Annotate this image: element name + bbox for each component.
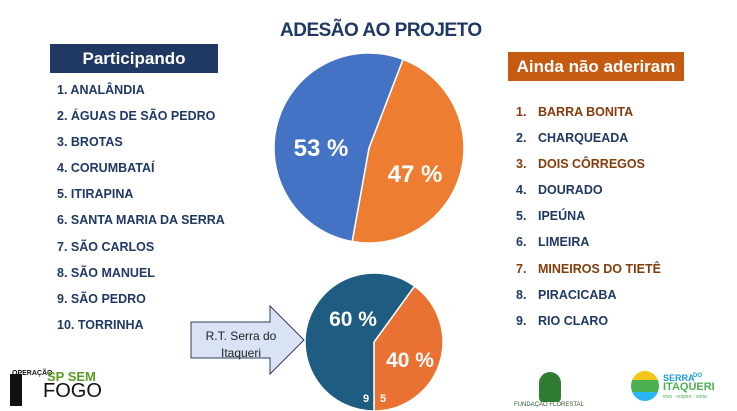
slice-label: 60 % — [329, 308, 377, 331]
item-number: 8. — [516, 287, 527, 302]
pie-slice — [373, 285, 444, 411]
participating-item: 2. ÁGUAS DE SÃO PEDRO — [57, 109, 216, 124]
not-joined-item: 3. DOIS CÔRREGOS — [516, 157, 661, 183]
logo-text-operacao: OPERAÇÃO — [12, 370, 53, 377]
item-number: 5. — [516, 209, 527, 224]
logo-tree-icon — [10, 374, 22, 406]
not-joined-item: 5. IPEÚNA — [516, 209, 661, 235]
item-name: CHARQUEADA — [538, 131, 629, 146]
participating-item: 9. SÃO PEDRO — [57, 291, 146, 306]
item-number: 4. — [516, 183, 527, 198]
slice-count: 9 — [363, 393, 369, 405]
item-number: 3. — [516, 157, 527, 172]
item-name: RIO CLARO — [538, 313, 609, 328]
not-joined-item: 9. RIO CLARO — [516, 314, 661, 340]
pie-slice — [351, 58, 465, 244]
fundacao-florestal-logo: FUNDAÇÃO FLORESTAL — [514, 372, 584, 408]
not-joined-item: 7. MINEIROS DO TIETÊ — [516, 262, 661, 288]
tagline-text: viva · respire · sinta — [663, 394, 707, 400]
participating-item: 10. TORRINHA — [57, 317, 144, 332]
serra-text: SERRA — [663, 373, 695, 383]
not-joined-list: 1. BARRA BONITA 2. CHARQUEADA 3. DOIS CÔRREGO… — [516, 105, 661, 340]
slice-label: 47 % — [388, 161, 443, 188]
item-name: PIRACICABA — [538, 287, 617, 302]
not-joined-item: 4. DOURADO — [516, 183, 661, 209]
adesao-pie-chart: 53 % 47 % — [273, 52, 465, 244]
item-name: LIMEIRA — [538, 235, 590, 250]
serra-itaqueri-logo: SERRA DO ITAQUERI viva · respire · sinta — [631, 371, 715, 401]
item-number: 6. — [516, 235, 527, 250]
participating-item: 6. SANTA MARIA DA SERRA — [57, 213, 225, 228]
serra-emblem-icon — [631, 371, 659, 401]
not-joined-item: 8. PIRACICABA — [516, 288, 661, 314]
participating-list: 1. ANALÂNDIA 2. ÁGUAS DE SÃO PEDRO 3. BROT… — [57, 83, 225, 344]
callout-line1: R.T. Serra do — [205, 329, 277, 343]
item-name: BARRA BONITA — [538, 105, 634, 119]
participating-item: 4. CORUMBATAÍ — [57, 161, 155, 176]
logo-text-spsem: SP SEM — [47, 369, 96, 384]
pie-slice — [273, 52, 405, 243]
callout-label: R.T. Serra do Itaqueri — [196, 328, 286, 362]
participating-item: 1. ANALÂNDIA — [57, 83, 145, 97]
not-joined-header: Ainda não aderiram — [508, 52, 684, 81]
participating-item: 5. ITIRAPINA — [57, 187, 134, 202]
participating-item: 3. BROTAS — [57, 135, 123, 150]
slice-count: 5 — [380, 393, 386, 405]
item-number: 1. — [516, 105, 527, 119]
item-number: 2. — [516, 131, 527, 146]
slice-label: 40 % — [386, 349, 434, 372]
fundacao-text: FUNDAÇÃO FLORESTAL — [514, 402, 584, 408]
itaqueri-pie-chart: 60 % 9 40 % 5 — [304, 272, 444, 411]
participating-item: 7. SÃO CARLOS — [57, 239, 155, 254]
item-number: 9. — [516, 313, 527, 328]
callout-arrow — [190, 304, 305, 376]
item-name: DOURADO — [538, 183, 603, 198]
tree-icon — [539, 372, 561, 402]
item-number: 7. — [516, 261, 527, 276]
item-name: MINEIROS DO TIETÊ — [538, 261, 661, 276]
callout-line2: Itaqueri — [220, 346, 262, 360]
item-name: DOIS CÔRREGOS — [538, 157, 645, 172]
not-joined-item: 6. LIMEIRA — [516, 235, 661, 261]
page-title: ADESÃO AO PROJETO — [280, 20, 482, 41]
do-text: DO — [693, 373, 702, 379]
slice-label: 53 % — [294, 135, 349, 162]
itaqueri-text: ITAQUERI — [663, 381, 715, 393]
not-joined-item: 1. BARRA BONITA — [516, 105, 661, 131]
not-joined-item: 2. CHARQUEADA — [516, 131, 661, 157]
participating-item: 8. SÃO MANUEL — [57, 265, 155, 280]
participating-header: Participando — [50, 44, 218, 73]
logo-text-fogo: FOGO — [43, 380, 102, 402]
pie-slice — [304, 272, 416, 411]
item-name: IPEÚNA — [538, 209, 586, 224]
